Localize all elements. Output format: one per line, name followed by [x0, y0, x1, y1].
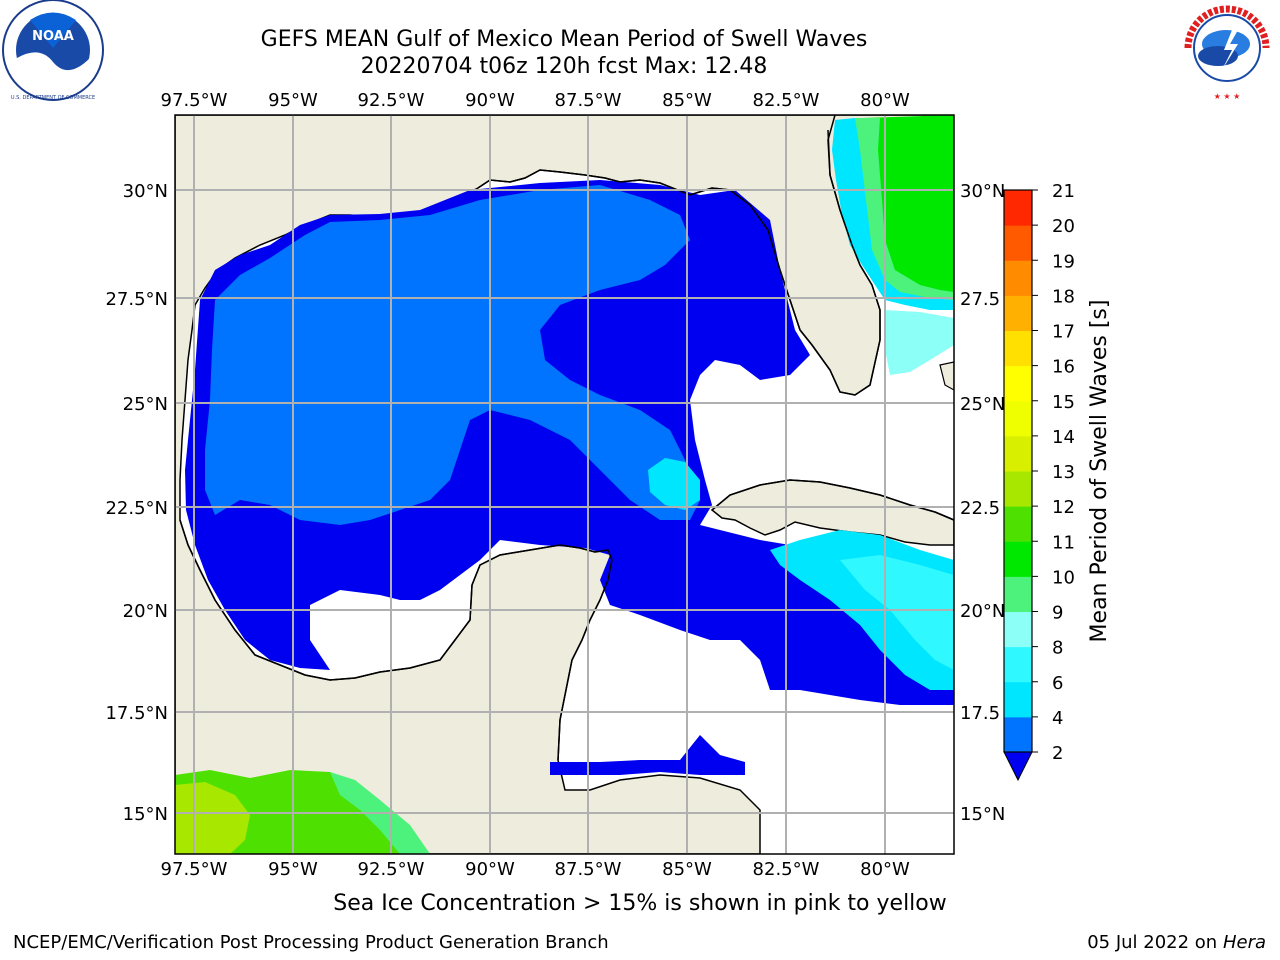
lat-label-left: 22.5°N: [105, 498, 168, 519]
map-gridlines: [175, 115, 954, 854]
colorbar-segment: [1004, 716, 1032, 753]
colorbar-segment: [1004, 576, 1032, 612]
colorbar-segment: [1004, 541, 1032, 577]
colorbar-segment: [1004, 506, 1032, 542]
noaa-logo-bottom-text: U.S. DEPARTMENT OF COMMERCE: [11, 95, 95, 101]
lat-labels-right: 30°N 27.5 25°N 22.5 20°N 17.5 15°N: [960, 181, 1005, 825]
lon-labels-top: 97.5°W 95°W 92.5°W 90°W 87.5°W 85°W 82.5°W 80°W: [161, 90, 910, 111]
colorbar-tick-label: 17: [1052, 322, 1075, 343]
colorbar-tick-label: 8: [1052, 638, 1063, 659]
colorbar-tick-label: 10: [1052, 567, 1075, 588]
lon-label-top: 82.5°W: [753, 90, 820, 111]
swell-fill-8-9-florida: [885, 310, 954, 375]
lon-label-top: 92.5°W: [358, 90, 425, 111]
nws-logo: ★ ★ ★: [1180, 1, 1274, 101]
lat-label-left: 27.5°N: [105, 289, 168, 310]
credit-right: 05 Jul 2022 on Hera: [1087, 932, 1266, 953]
lat-label-left: 15°N: [123, 804, 168, 825]
lon-label-top: 97.5°W: [161, 90, 228, 111]
colorbar-segment: [1004, 681, 1032, 718]
swell-fill-under-honduras: [550, 735, 745, 775]
land-bahamas-edge: [939, 361, 954, 391]
swell-fill-9-10-atlantic: [855, 118, 954, 300]
credit-date: 05 Jul 2022 on: [1087, 932, 1223, 953]
noaa-logo: NOAA U.S. DEPARTMENT OF COMMERCE: [2, 0, 104, 101]
lon-label-bottom: 97.5°W: [161, 859, 228, 880]
colorbar-tick-label: 21: [1052, 181, 1075, 202]
lon-label-top: 95°W: [268, 90, 318, 111]
colorbar-segment: [1004, 611, 1032, 648]
colorbar-segment: [1004, 400, 1032, 437]
colorbar-segment: [1004, 330, 1032, 367]
lat-label-right: 15°N: [960, 804, 1005, 825]
colorbar-tick-label: 11: [1052, 532, 1075, 553]
lon-label-top: 87.5°W: [555, 90, 622, 111]
lon-label-bottom: 85°W: [662, 859, 712, 880]
lat-label-left: 25°N: [123, 394, 168, 415]
lat-label-right: 27.5: [960, 289, 1000, 310]
swell-fill-2-4: [205, 185, 700, 525]
colorbar-tick-label: 16: [1052, 357, 1075, 378]
colorbar-segment: [1004, 225, 1032, 261]
lon-label-top: 80°W: [860, 90, 910, 111]
lat-label-right: 17.5: [960, 703, 1000, 724]
lat-label-right: 20°N: [960, 601, 1005, 622]
map-content: [175, 115, 954, 854]
credit-left: NCEP/EMC/Verification Post Processing Pr…: [13, 932, 609, 953]
colorbar-tick-label: 14: [1052, 427, 1075, 448]
colorbar-tick-label: 13: [1052, 462, 1075, 483]
map-frame: [174, 114, 955, 855]
colorbar-tick-label: 19: [1052, 251, 1075, 272]
colorbar-tick-label: 12: [1052, 497, 1075, 518]
lon-label-bottom: 80°W: [860, 859, 910, 880]
lat-label-left: 30°N: [123, 181, 168, 202]
colorbar-segment: [1004, 471, 1032, 507]
colorbar-segment: [1004, 365, 1032, 402]
colorbar-segment: [1004, 646, 1032, 683]
colorbar-under-arrow: [1003, 751, 1033, 782]
lat-label-left: 20°N: [123, 601, 168, 622]
lon-label-top: 90°W: [465, 90, 515, 111]
lon-label-top: 85°W: [662, 90, 712, 111]
map-title: GEFS MEAN Gulf of Mexico Mean Period of …: [260, 27, 868, 52]
sea-ice-footnote: Sea Ice Concentration > 15% is shown in …: [333, 891, 947, 916]
colorbar: 2 4 6 8 9 10 11 12 13 14 15 16 17 18 19 20 21: [1003, 181, 1075, 782]
colorbar-label: Mean Period of Swell Waves [s]: [1087, 300, 1112, 643]
lat-label-right: 25°N: [960, 394, 1005, 415]
colorbar-tick-label: 6: [1052, 673, 1063, 694]
colorbar-segment: [1004, 260, 1032, 296]
credit-host: Hera: [1222, 932, 1266, 953]
lon-labels-bottom: 97.5°W 95°W 92.5°W 90°W 87.5°W 85°W 82.5°W 80°W: [161, 859, 910, 880]
noaa-logo-label: NOAA: [32, 29, 74, 44]
colorbar-tick-label: 9: [1052, 603, 1063, 624]
colorbar-segment: [1004, 435, 1032, 472]
swell-fill-6-8-caribbean: [840, 555, 954, 670]
colorbar-tick-label: 20: [1052, 216, 1075, 237]
lat-label-right: 30°N: [960, 181, 1005, 202]
lon-label-bottom: 95°W: [268, 859, 318, 880]
colorbar-segment: [1004, 295, 1032, 331]
svg-text:★ ★ ★: ★ ★ ★: [1214, 92, 1241, 101]
colorbar-tick-label: 18: [1052, 286, 1075, 307]
colorbar-segment: [1004, 190, 1032, 226]
lat-label-left: 17.5°N: [105, 703, 168, 724]
colorbar-tick-label: 2: [1052, 743, 1063, 764]
lon-label-bottom: 82.5°W: [753, 859, 820, 880]
colorbar-tick-label: 15: [1052, 392, 1075, 413]
map-subtitle: 20220704 t06z 120h fcst Max: 12.48: [360, 54, 768, 79]
lon-label-bottom: 90°W: [465, 859, 515, 880]
lon-label-bottom: 92.5°W: [358, 859, 425, 880]
lon-label-bottom: 87.5°W: [555, 859, 622, 880]
lat-label-right: 22.5: [960, 498, 1000, 519]
colorbar-tick-label: 4: [1052, 708, 1063, 729]
lat-labels-left: 30°N 27.5°N 25°N 22.5°N 20°N 17.5°N 15°N: [105, 181, 168, 825]
